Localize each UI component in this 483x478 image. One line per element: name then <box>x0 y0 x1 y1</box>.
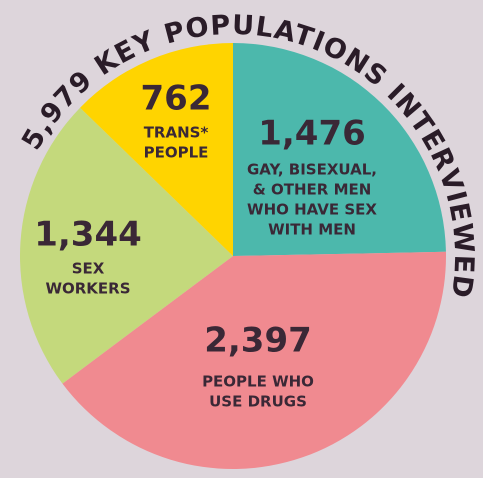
category-label: GAY, BISEXUAL, <box>247 161 377 179</box>
pie-slice <box>233 43 446 256</box>
pie-slice <box>80 43 233 256</box>
category-label: SEX <box>72 260 105 278</box>
category-label: & OTHER MEN <box>253 181 372 199</box>
category-label: USE DRUGS <box>209 393 307 411</box>
pie-slice <box>62 251 447 469</box>
category-label: PEOPLE <box>144 144 209 162</box>
category-label: PEOPLE WHO <box>202 373 314 391</box>
category-label: WHO HAVE SEX <box>247 201 377 219</box>
value-label: 2,397 <box>204 321 312 361</box>
category-label: TRANS* <box>144 124 209 142</box>
value-label: 762 <box>141 79 212 119</box>
value-label: 1,344 <box>34 215 142 255</box>
value-label: 1,476 <box>258 114 366 154</box>
category-label: WITH MEN <box>268 221 356 239</box>
category-label: WORKERS <box>45 280 130 298</box>
pie-slice <box>20 107 234 384</box>
